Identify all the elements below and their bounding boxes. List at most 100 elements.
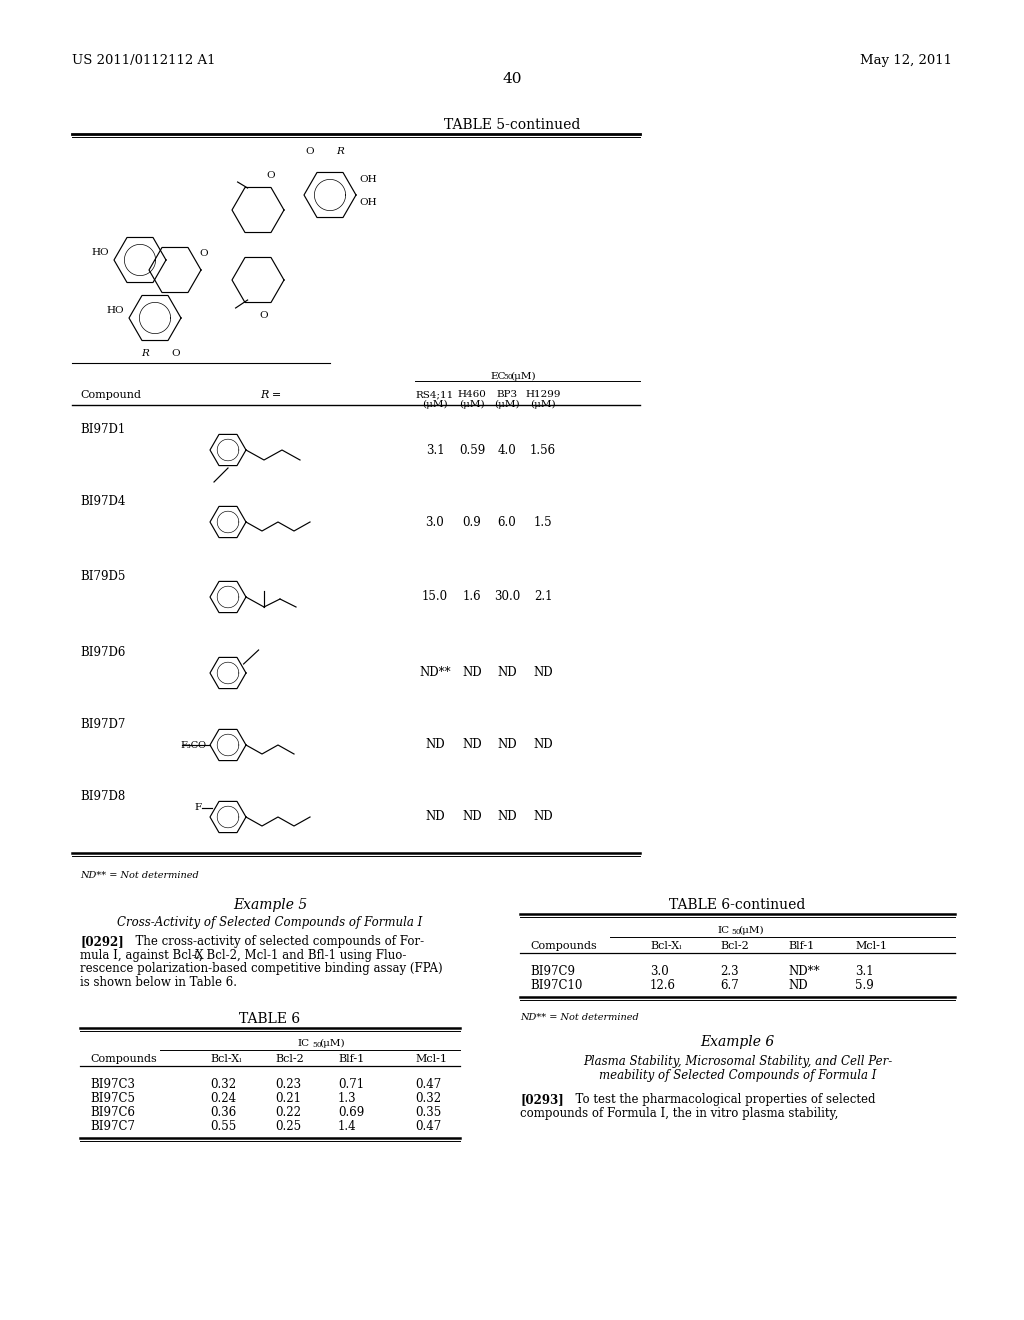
Text: Bcl-Xₗ: Bcl-Xₗ xyxy=(650,941,682,950)
Text: 50: 50 xyxy=(503,374,513,381)
Text: OH: OH xyxy=(359,176,377,183)
Text: ND: ND xyxy=(462,810,482,824)
Text: 0.24: 0.24 xyxy=(210,1092,237,1105)
Text: Blf-1: Blf-1 xyxy=(788,941,814,950)
Text: Plasma Stability, Microsomal Stability, and Cell Per-: Plasma Stability, Microsomal Stability, … xyxy=(583,1055,892,1068)
Text: ND: ND xyxy=(498,810,517,824)
Text: ND: ND xyxy=(498,738,517,751)
Text: L: L xyxy=(193,950,199,960)
Text: To test the pharmacological properties of selected: To test the pharmacological properties o… xyxy=(568,1093,876,1106)
Text: BI97D8: BI97D8 xyxy=(80,789,125,803)
Text: EC: EC xyxy=(490,372,506,381)
Text: 50: 50 xyxy=(312,1041,322,1049)
Text: [0292]: [0292] xyxy=(80,935,124,948)
Text: 3.1: 3.1 xyxy=(426,444,444,457)
Text: compounds of Formula I, the in vitro plasma stability,: compounds of Formula I, the in vitro pla… xyxy=(520,1106,839,1119)
Text: 0.55: 0.55 xyxy=(210,1119,237,1133)
Text: [0293]: [0293] xyxy=(520,1093,564,1106)
Text: 6.0: 6.0 xyxy=(498,516,516,528)
Text: O: O xyxy=(200,248,208,257)
Text: BI97C10: BI97C10 xyxy=(530,979,583,993)
Text: 1.5: 1.5 xyxy=(534,516,552,528)
Text: Bcl-Xₗ: Bcl-Xₗ xyxy=(210,1053,242,1064)
Text: 1.4: 1.4 xyxy=(338,1119,356,1133)
Text: Mcl-1: Mcl-1 xyxy=(855,941,887,950)
Text: Example 6: Example 6 xyxy=(700,1035,774,1049)
Text: ND: ND xyxy=(462,738,482,751)
Text: R =: R = xyxy=(260,389,282,400)
Text: TABLE 5-continued: TABLE 5-continued xyxy=(443,117,581,132)
Text: (μM): (μM) xyxy=(510,372,536,381)
Text: Example 5: Example 5 xyxy=(232,898,307,912)
Text: 0.22: 0.22 xyxy=(275,1106,301,1119)
Text: ND**: ND** xyxy=(788,965,819,978)
Text: 2.1: 2.1 xyxy=(534,590,552,603)
Text: Compound: Compound xyxy=(80,389,141,400)
Text: 50: 50 xyxy=(731,928,741,936)
Text: IC: IC xyxy=(718,927,729,935)
Text: R: R xyxy=(337,148,344,157)
Text: RS4;11: RS4;11 xyxy=(416,389,454,399)
Text: 0.32: 0.32 xyxy=(210,1078,237,1092)
Text: OH: OH xyxy=(359,198,377,207)
Text: F: F xyxy=(195,804,202,813)
Text: 1.56: 1.56 xyxy=(530,444,556,457)
Text: BI97D7: BI97D7 xyxy=(80,718,125,731)
Text: 5.9: 5.9 xyxy=(855,979,873,993)
Text: 0.59: 0.59 xyxy=(459,444,485,457)
Text: ND: ND xyxy=(425,738,444,751)
Text: Compounds: Compounds xyxy=(90,1053,157,1064)
Text: (μM): (μM) xyxy=(459,400,484,409)
Text: BI97D4: BI97D4 xyxy=(80,495,125,508)
Text: R: R xyxy=(140,348,148,358)
Text: ND: ND xyxy=(534,810,553,824)
Text: The cross-activity of selected compounds of For-: The cross-activity of selected compounds… xyxy=(128,935,424,948)
Text: (μM): (μM) xyxy=(319,1039,345,1048)
Text: BP3: BP3 xyxy=(497,389,517,399)
Text: BI97C7: BI97C7 xyxy=(90,1119,135,1133)
Text: BI97C9: BI97C9 xyxy=(530,965,575,978)
Text: (μM): (μM) xyxy=(738,927,764,935)
Text: IC: IC xyxy=(298,1039,310,1048)
Text: BI97D6: BI97D6 xyxy=(80,645,125,659)
Text: 0.23: 0.23 xyxy=(275,1078,301,1092)
Text: 4.0: 4.0 xyxy=(498,444,516,457)
Text: BI97C6: BI97C6 xyxy=(90,1106,135,1119)
Text: BI97D1: BI97D1 xyxy=(80,422,125,436)
Text: ND** = Not determined: ND** = Not determined xyxy=(80,871,199,880)
Text: 15.0: 15.0 xyxy=(422,590,449,603)
Text: ND: ND xyxy=(534,738,553,751)
Text: O: O xyxy=(259,310,267,319)
Text: 0.32: 0.32 xyxy=(415,1092,441,1105)
Text: 30.0: 30.0 xyxy=(494,590,520,603)
Text: O: O xyxy=(266,170,275,180)
Text: ND**: ND** xyxy=(419,667,451,680)
Text: 1.3: 1.3 xyxy=(338,1092,356,1105)
Text: F₃CO: F₃CO xyxy=(180,741,206,750)
Text: H460: H460 xyxy=(458,389,486,399)
Text: O: O xyxy=(171,348,180,358)
Text: (μM): (μM) xyxy=(495,400,520,409)
Text: meability of Selected Compounds of Formula I: meability of Selected Compounds of Formu… xyxy=(599,1069,877,1082)
Text: 3.0: 3.0 xyxy=(650,965,669,978)
Text: 0.36: 0.36 xyxy=(210,1106,237,1119)
Text: 0.21: 0.21 xyxy=(275,1092,301,1105)
Text: Compounds: Compounds xyxy=(530,941,597,950)
Text: Mcl-1: Mcl-1 xyxy=(415,1053,447,1064)
Text: 0.47: 0.47 xyxy=(415,1078,441,1092)
Text: HO: HO xyxy=(106,306,124,314)
Text: Bcl-2: Bcl-2 xyxy=(275,1053,304,1064)
Text: (μM): (μM) xyxy=(422,400,447,409)
Text: ND: ND xyxy=(498,667,517,680)
Text: 0.25: 0.25 xyxy=(275,1119,301,1133)
Text: 0.35: 0.35 xyxy=(415,1106,441,1119)
Text: Blf-1: Blf-1 xyxy=(338,1053,365,1064)
Text: BI79D5: BI79D5 xyxy=(80,570,125,583)
Text: (μM): (μM) xyxy=(530,400,556,409)
Text: 1.6: 1.6 xyxy=(463,590,481,603)
Text: 0.69: 0.69 xyxy=(338,1106,365,1119)
Text: ND: ND xyxy=(462,667,482,680)
Text: mula I, against Bcl-X: mula I, against Bcl-X xyxy=(80,949,204,961)
Text: Bcl-2: Bcl-2 xyxy=(720,941,749,950)
Text: HO: HO xyxy=(91,248,109,256)
